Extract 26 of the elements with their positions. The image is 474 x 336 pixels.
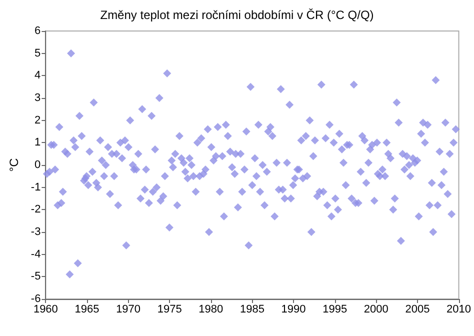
x-tick-label: 1995 — [322, 304, 348, 316]
x-tick-label: 1985 — [240, 304, 264, 316]
y-tick-label: 4 — [34, 70, 41, 82]
y-tick-label: -3 — [30, 226, 41, 238]
x-tick-label: 1980 — [198, 304, 224, 316]
y-tick-label: 6 — [34, 25, 41, 37]
y-tick-label: 2 — [34, 114, 41, 126]
x-tick-label: 1965 — [74, 304, 100, 316]
y-tick-label: 0 — [34, 159, 41, 171]
y-tick-label: 5 — [34, 47, 41, 60]
y-tick-label: 1 — [34, 136, 41, 149]
x-tick-label: 2000 — [364, 304, 388, 316]
y-tick-label: -2 — [30, 204, 41, 216]
y-tick-label: -6 — [30, 293, 41, 305]
y-tick-label: -4 — [30, 248, 41, 260]
x-tick-label: 1990 — [281, 304, 306, 316]
y-tick-label: -1 — [30, 181, 41, 194]
x-tick-label: 1970 — [116, 304, 141, 316]
y-tick-label: 3 — [34, 92, 41, 104]
x-tick-label: 2005 — [405, 304, 430, 316]
y-axis-title: °C — [7, 158, 21, 172]
x-tick-label: 1975 — [157, 304, 182, 316]
y-tick-label: -5 — [30, 270, 41, 283]
x-tick-label: 1960 — [33, 304, 58, 316]
chart-title: Změny teplot mezi ročními obdobími v ČR (°C Q/Q) — [100, 8, 374, 22]
x-tick-label: 2010 — [446, 304, 472, 316]
